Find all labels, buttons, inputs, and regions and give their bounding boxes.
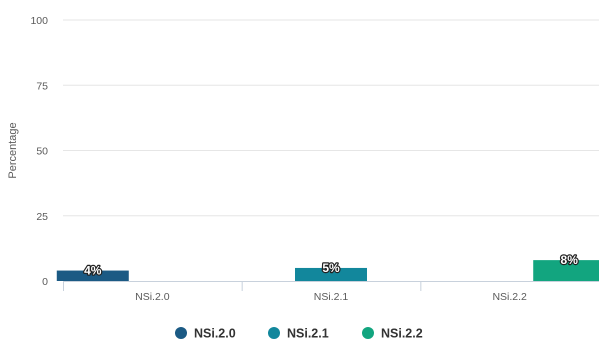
x-axis: NSi.2.0 NSi.2.1 NSi.2.2 (63, 281, 599, 303)
legend-label: NSi.2.1 (287, 327, 329, 341)
legend-marker-icon (175, 327, 187, 339)
y-tick-label: 0 (42, 276, 48, 288)
legend-marker-icon (362, 327, 374, 339)
x-category-label: NSi.2.1 (314, 291, 349, 303)
bar[interactable] (56, 270, 129, 281)
data-label: 4% (84, 264, 102, 278)
gridlines (63, 19, 599, 217)
legend-marker-icon (268, 327, 280, 339)
legend: NSi.2.0 NSi.2.1 NSi.2.2 (175, 327, 423, 341)
y-axis-tick-labels: 0 25 50 75 100 (30, 15, 48, 288)
y-axis-title: Percentage (7, 122, 19, 178)
bar[interactable] (533, 260, 599, 281)
y-tick-label: 25 (36, 211, 48, 223)
bar[interactable] (295, 267, 367, 281)
legend-item[interactable]: NSi.2.1 (268, 327, 329, 341)
data-label: 5% (322, 261, 340, 275)
data-label: 8% (561, 253, 579, 267)
legend-item[interactable]: NSi.2.2 (362, 327, 423, 341)
legend-label: NSi.2.0 (194, 327, 236, 341)
y-tick-label: 75 (36, 80, 48, 92)
legend-item[interactable]: NSi.2.0 (175, 327, 236, 341)
bars: 4% 5% 8% (56, 252, 599, 281)
x-category-label: NSi.2.0 (135, 291, 170, 303)
x-category-label: NSi.2.2 (492, 291, 527, 303)
y-tick-label: 100 (30, 15, 48, 27)
y-tick-label: 50 (36, 146, 48, 158)
legend-label: NSi.2.2 (381, 327, 423, 341)
